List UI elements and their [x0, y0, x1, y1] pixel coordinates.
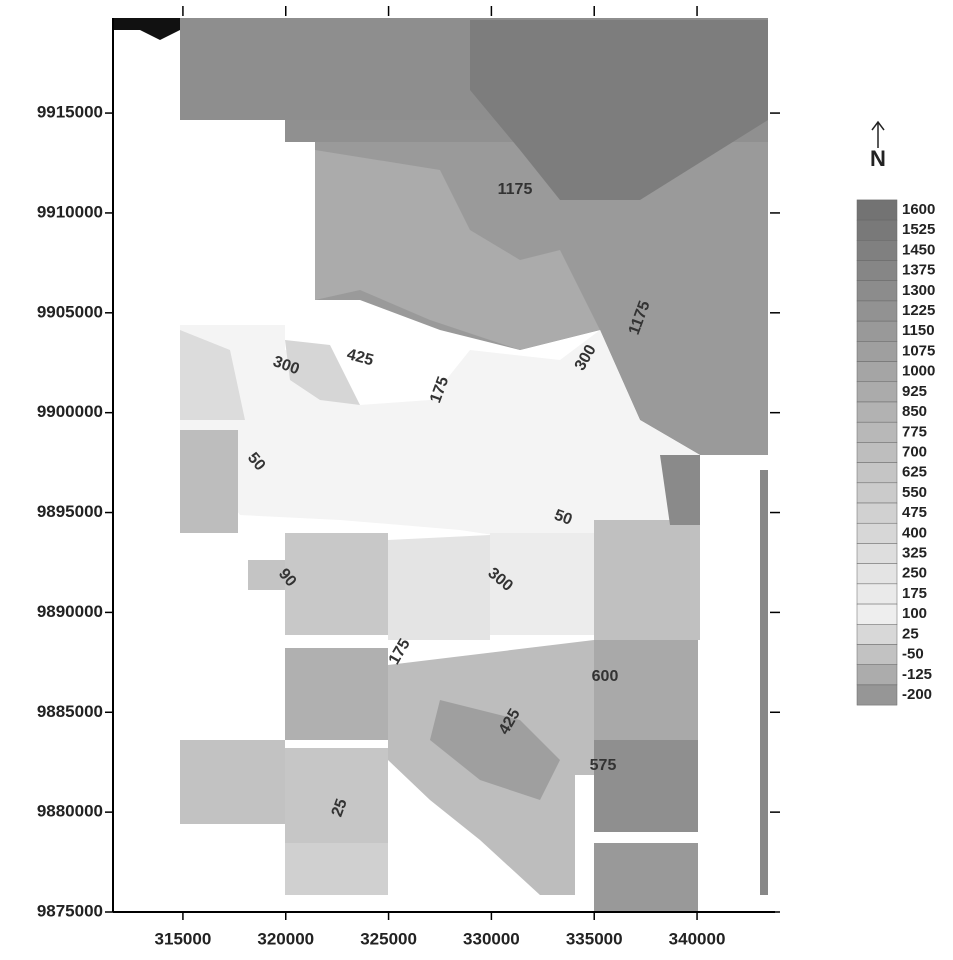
legend-swatch: [857, 644, 897, 664]
legend-label: 775: [902, 423, 927, 440]
y-tick-label: 9915000: [37, 103, 103, 122]
y-tick-label: 9895000: [37, 502, 103, 521]
legend-swatch: [857, 301, 897, 321]
legend-label: 850: [902, 403, 927, 420]
legend-label: 1075: [902, 342, 935, 359]
y-tick-label: 9875000: [37, 901, 103, 920]
legend-swatch: [857, 584, 897, 604]
legend-label: 1600: [902, 201, 935, 218]
legend-label: 1375: [902, 262, 935, 279]
legend-swatch: [857, 564, 897, 584]
y-tick-label: 9890000: [37, 602, 103, 621]
x-tick-label: 325000: [360, 929, 417, 948]
contour-label: 575: [590, 757, 617, 774]
y-tick-label: 9905000: [37, 302, 103, 321]
legend-label: 25: [902, 625, 919, 642]
legend-swatch: [857, 503, 897, 523]
y-tick-label: 9885000: [37, 702, 103, 721]
legend-label: 250: [902, 565, 927, 582]
x-tick-label: 320000: [257, 929, 314, 948]
legend-label: 1000: [902, 363, 935, 380]
legend-label: 925: [902, 383, 927, 400]
y-tick-label: 9900000: [37, 402, 103, 421]
legend-label: 700: [902, 443, 927, 460]
legend-swatch: [857, 362, 897, 382]
legend-label: 175: [902, 585, 927, 602]
legend-label: 625: [902, 464, 927, 481]
legend-swatch: [857, 382, 897, 402]
map-figure: N 315000 320000 325000 330000 335000 340000 98…: [0, 0, 953, 955]
legend-swatch: [857, 604, 897, 624]
legend-label: 475: [902, 504, 927, 521]
legend-swatch: [857, 402, 897, 422]
legend-label: -200: [902, 686, 932, 703]
x-tick-label: 340000: [669, 929, 726, 948]
map-surface: [113, 18, 768, 912]
x-tick-label: 335000: [566, 929, 623, 948]
legend-label: 1525: [902, 221, 935, 238]
legend-swatch: [857, 665, 897, 685]
legend-swatch: [857, 341, 897, 361]
legend-swatch: [857, 281, 897, 301]
legend-label: -50: [902, 646, 924, 663]
contour-label: 600: [592, 668, 619, 685]
x-tick-label: 315000: [155, 929, 212, 948]
legend-swatch: [857, 483, 897, 503]
legend-label: 325: [902, 545, 927, 562]
legend-swatch: [857, 442, 897, 462]
legend-swatch: [857, 261, 897, 281]
legend-swatch: [857, 463, 897, 483]
legend-swatch: [857, 200, 897, 220]
contour-label: 1175: [498, 181, 533, 198]
legend-label: 1150: [902, 322, 935, 339]
north-arrow: N: [870, 122, 886, 171]
x-tick-label: 330000: [463, 929, 520, 948]
legend-swatch: [857, 240, 897, 260]
legend-label: 1450: [902, 241, 935, 258]
legend-label: 400: [902, 524, 927, 541]
y-tick-label: 9910000: [37, 202, 103, 221]
y-tick-label: 9880000: [37, 802, 103, 821]
legend-label: 1225: [902, 302, 935, 319]
legend-swatch: [857, 543, 897, 563]
legend-label: 100: [902, 605, 927, 622]
legend-swatch: [857, 321, 897, 341]
legend-label: -125: [902, 666, 932, 683]
legend-swatch: [857, 422, 897, 442]
legend-swatch: [857, 624, 897, 644]
legend-swatch: [857, 220, 897, 240]
north-label: N: [870, 146, 886, 171]
legend-swatch: [857, 685, 897, 705]
legend-label: 550: [902, 484, 927, 501]
legend-swatch: [857, 523, 897, 543]
legend-label: 1300: [902, 282, 935, 299]
